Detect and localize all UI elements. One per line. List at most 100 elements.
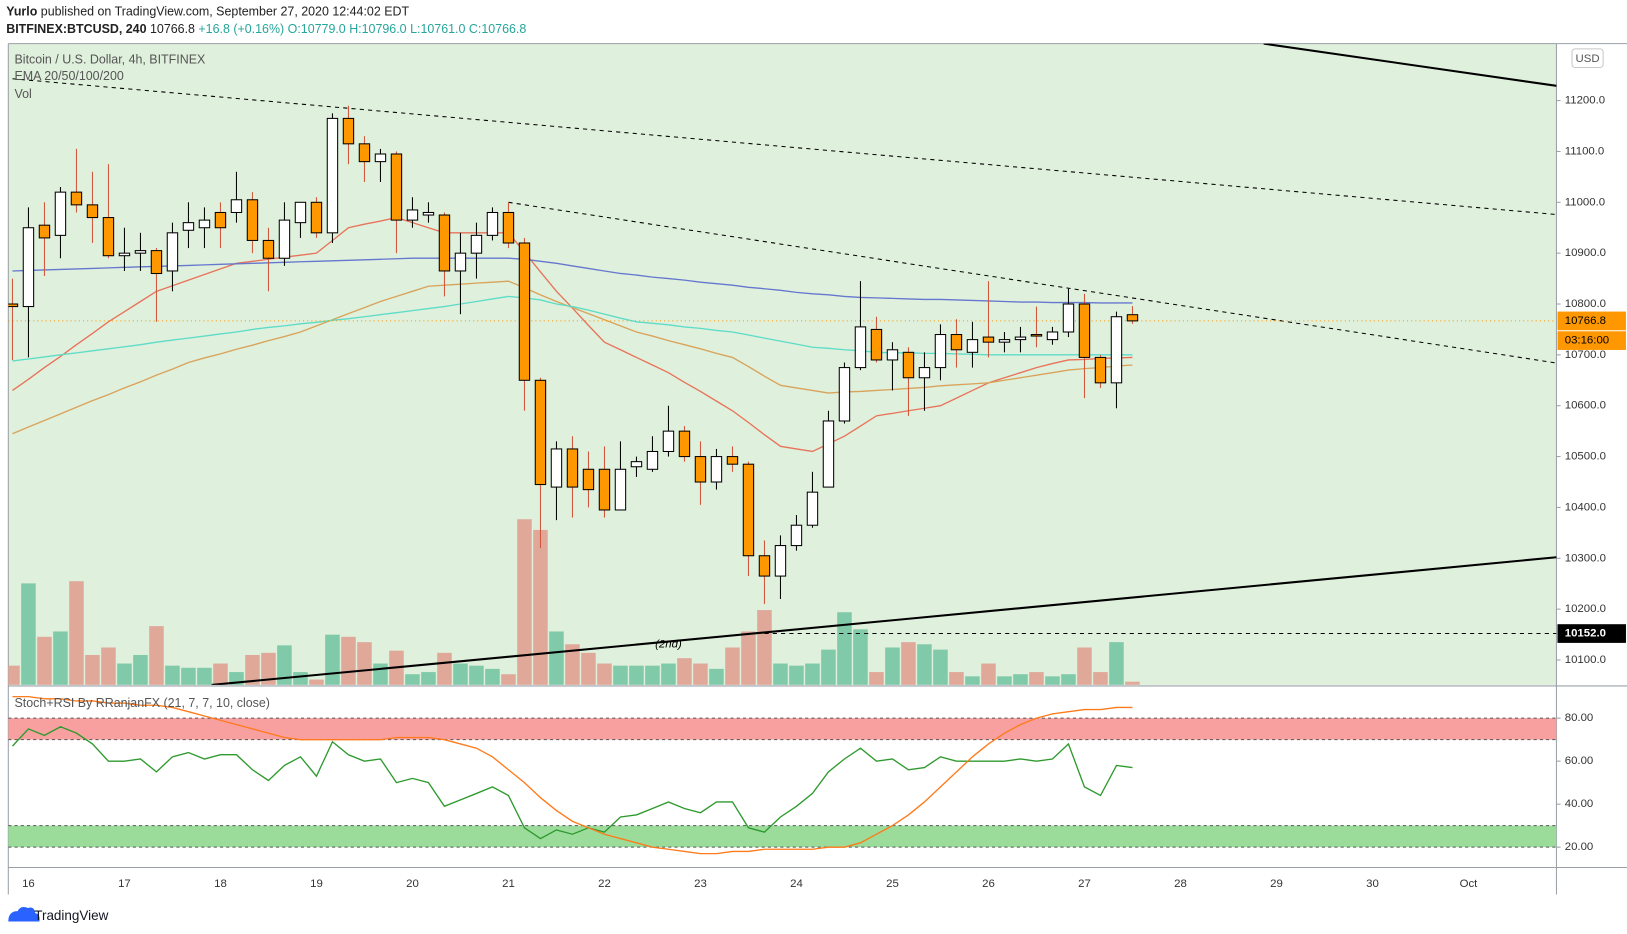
- volume-bar: [53, 631, 68, 685]
- volume-bar: [949, 672, 964, 685]
- y-tick-label: 20.00: [1565, 841, 1594, 853]
- x-tick-label: 24: [790, 878, 803, 890]
- volume-bar: [981, 663, 996, 685]
- currency[interactable]: USD: [1576, 53, 1600, 65]
- volume-bar: [837, 612, 852, 685]
- indicator-pane: [8, 695, 1557, 855]
- volume-bar: [341, 636, 356, 685]
- close: C:10766.8: [469, 22, 526, 36]
- trend-line: [211, 556, 1557, 685]
- low: L:10761.0: [410, 22, 465, 36]
- ema-line: [12, 257, 1133, 304]
- volume-legend: Vol: [15, 87, 32, 101]
- candle-body: [278, 219, 291, 259]
- candle-body: [166, 232, 179, 272]
- volume-bar: [741, 631, 756, 685]
- candle-body: [918, 367, 931, 379]
- price: 10766.8: [150, 22, 195, 36]
- volume-bar: [101, 647, 116, 685]
- symbol-line: BITFINEX:BTCUSD, 240 10766.8 +16.8 (+0.1…: [6, 22, 526, 36]
- candle-body: [470, 234, 483, 254]
- x-tick-label: 30: [1366, 878, 1379, 890]
- candle-body: [1094, 356, 1107, 384]
- trend-line: [1263, 43, 1557, 87]
- volume-bar: [661, 663, 676, 685]
- candle-body: [1030, 334, 1043, 337]
- x-tick-label: 29: [1270, 878, 1283, 890]
- axes: 16 17 18 19 20 21 22 23 24 25 26 27 28 29 30 Oct 10152.0…: [22, 95, 1626, 890]
- x-tick-label: 23: [694, 878, 707, 890]
- candle-body: [726, 456, 739, 465]
- volume-bar: [1125, 681, 1140, 685]
- x-tick-label: 21: [502, 878, 515, 890]
- candle-body: [134, 250, 147, 254]
- y-tick-label: 10800.0: [1565, 298, 1606, 310]
- y-tick-label: 11200.0: [1565, 95, 1605, 107]
- candle-body: [310, 201, 323, 234]
- open: O:10779.0: [288, 22, 346, 36]
- candle-body: [246, 199, 259, 241]
- volume-bar: [725, 647, 740, 685]
- price-label-box: [1557, 624, 1626, 643]
- price-plot: (2nd): [8, 43, 1557, 685]
- volume-bar: [645, 665, 660, 685]
- candle-body: [534, 379, 547, 486]
- candle-body: [454, 252, 467, 272]
- symbol: BITFINEX:BTCUSD, 240: [6, 22, 146, 36]
- candle-body: [934, 334, 947, 369]
- volume-bar: [21, 583, 36, 685]
- candle-body: [742, 463, 755, 557]
- volume-bar: [309, 679, 324, 685]
- candle-body: [38, 224, 51, 239]
- volume-bar: [1061, 674, 1076, 685]
- x-tick-label: 22: [598, 878, 611, 890]
- candle-body: [694, 456, 707, 483]
- currency-button[interactable]: [1571, 48, 1604, 69]
- volume-bar: [277, 645, 292, 685]
- volume-bar: [789, 665, 804, 685]
- candle-body: [214, 211, 227, 229]
- candle-body: [614, 468, 627, 511]
- candle-body: [550, 448, 563, 488]
- published: published on TradingView.com, September …: [41, 5, 410, 19]
- volume-bar: [469, 665, 484, 685]
- volume-bar: [437, 652, 452, 685]
- x-tick-label: 18: [214, 878, 227, 890]
- volume-bar: [853, 629, 868, 685]
- volume-bar: [197, 667, 212, 685]
- candle-body: [838, 367, 851, 422]
- volume-bar: [117, 663, 132, 685]
- y-tick-label: 10300.0: [1565, 552, 1606, 564]
- volume-bar: [709, 668, 724, 685]
- indicator-line: [11, 725, 1133, 840]
- candle-body: [566, 448, 579, 488]
- volume-bar: [757, 610, 772, 685]
- y-tick-label: 10700.0: [1565, 349, 1606, 361]
- candle-body: [118, 252, 131, 257]
- volume-bar: [629, 665, 644, 685]
- x-tick-label: 17: [118, 878, 131, 890]
- y-tick-label: 80.00: [1565, 712, 1594, 724]
- last-price: 10766.8: [1565, 315, 1606, 327]
- volume-bar: [549, 631, 564, 685]
- candle-body: [886, 349, 899, 361]
- volume-bar: [1093, 672, 1108, 685]
- y-tick-label: 10100.0: [1565, 654, 1606, 666]
- volume-bar: [373, 663, 388, 685]
- candle-body: [806, 491, 819, 526]
- header-line: Yurlo published on TradingView.com, Sept…: [6, 5, 409, 19]
- candle-body: [22, 227, 35, 308]
- volume-bar: [677, 658, 692, 685]
- y-tick-label: 10200.0: [1565, 603, 1606, 615]
- band: [8, 718, 1557, 740]
- candle-body: [790, 524, 803, 547]
- candle-body: [198, 219, 211, 229]
- candle-body: [518, 242, 531, 381]
- candle-body: [950, 334, 963, 351]
- ema-line: [12, 280, 1133, 435]
- volume-bar: [165, 665, 180, 685]
- candle-body: [758, 555, 771, 577]
- y-tick-label: 10900.0: [1565, 247, 1606, 259]
- candle-body: [998, 339, 1011, 343]
